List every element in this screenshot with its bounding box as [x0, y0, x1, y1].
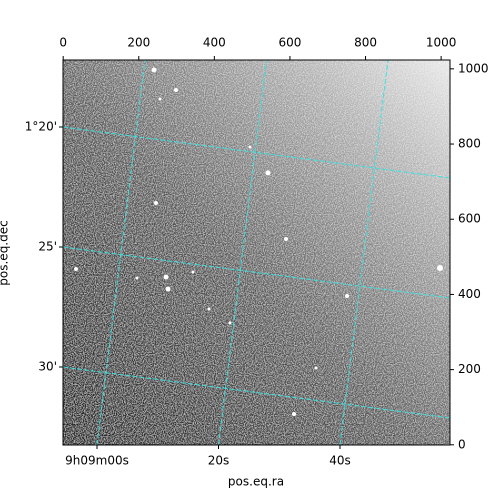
y2-tick-label: 0 [458, 437, 466, 451]
sky-image [63, 60, 450, 445]
x-tick-label: 600 [278, 36, 301, 50]
ra-grid-line [339, 60, 389, 445]
x-axis-label: pos.eq.ra [228, 475, 284, 489]
dec-grid-line [63, 126, 450, 179]
ra-tick-label: 9h09m00s [65, 454, 129, 468]
y-axis-label: pos.eq.dec [0, 220, 11, 285]
frame [62, 59, 451, 446]
x-tick-label: 400 [203, 36, 226, 50]
image [63, 60, 450, 445]
y-tick-label: 25' [38, 240, 57, 254]
x-tick-label: 800 [354, 36, 377, 50]
dec-grid-line [63, 246, 450, 299]
grid [63, 60, 450, 445]
x-tick-label: 200 [127, 36, 150, 50]
dec-grid-line [63, 366, 450, 419]
x-tick-label: 1000 [426, 36, 457, 50]
y2-tick-label: 400 [458, 287, 481, 301]
y2-tick-label: 1000 [458, 61, 489, 75]
ra-grid-line [96, 60, 146, 445]
ra-tick-label: 40s [329, 454, 351, 468]
stars [74, 67, 443, 416]
y-tick-label: 30' [38, 360, 57, 374]
x-tick-label: 0 [59, 36, 67, 50]
y2-tick-label: 800 [458, 137, 481, 151]
y-tick-label: 1°20' [25, 120, 57, 134]
ra-tick-label: 20s [208, 454, 230, 468]
ra-grid-line [218, 60, 267, 445]
y2-tick-label: 200 [458, 362, 481, 376]
y2-tick-label: 600 [458, 212, 481, 226]
